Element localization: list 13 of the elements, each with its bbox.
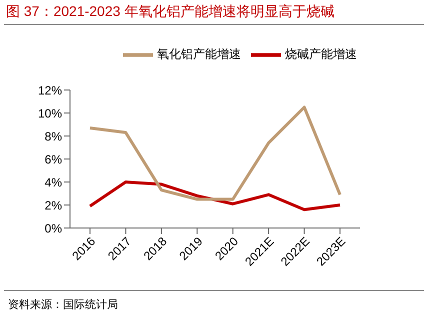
y-tick-label: 2%: [44, 198, 62, 212]
line-series: [88, 180, 342, 212]
y-tick-label: 0%: [44, 221, 62, 236]
legend-label: 烧碱产能增速: [285, 47, 357, 62]
y-tick-label: 4%: [44, 175, 62, 190]
text: 资料来源：国际统计局: [8, 298, 118, 312]
y-tick-label: 6%: [44, 152, 62, 166]
legend-label: 氧化铝产能增速: [157, 47, 241, 62]
y-tick-label: 8%: [44, 129, 62, 144]
y-tick-label: 12%: [38, 83, 62, 98]
chart-title: 图 37：2021-2023 年氧化铝产能增速将明显高于烧碱: [6, 3, 334, 21]
line-series: [88, 106, 342, 201]
y-tick-label: 10%: [38, 106, 62, 120]
